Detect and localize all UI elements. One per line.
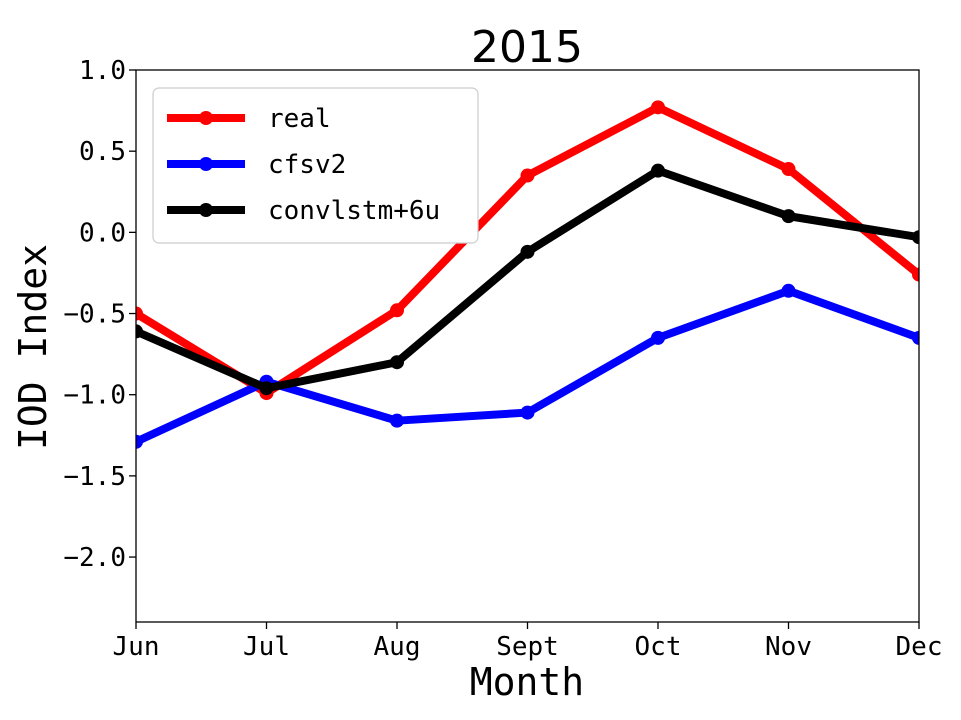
x-axis-label: Month xyxy=(470,660,584,704)
x-tick-label: Dec xyxy=(896,632,943,662)
data-point xyxy=(390,303,404,318)
data-point xyxy=(781,162,796,177)
data-point xyxy=(912,267,919,282)
data-point xyxy=(520,405,535,420)
y-tick-label: −2.0 xyxy=(63,543,126,573)
x-tick-label: Sept xyxy=(496,632,559,662)
y-tick-label: 0.0 xyxy=(79,218,126,248)
legend-marker xyxy=(199,203,213,217)
y-axis-label: IOD Index xyxy=(11,244,55,450)
data-point xyxy=(136,434,143,449)
x-tick-label: Jun xyxy=(113,632,160,662)
series-group xyxy=(136,100,919,449)
data-point xyxy=(651,100,665,115)
data-point xyxy=(390,413,404,428)
data-point xyxy=(259,381,274,396)
legend-label: convlstm+6u xyxy=(268,196,440,226)
data-point xyxy=(912,330,919,345)
data-point xyxy=(781,283,796,298)
data-point xyxy=(781,209,796,224)
y-tick-label: −0.5 xyxy=(63,300,126,330)
data-point xyxy=(136,324,143,339)
legend-marker xyxy=(199,157,213,171)
legend-marker xyxy=(199,111,213,125)
x-tick-label: Jul xyxy=(243,632,290,662)
data-point xyxy=(520,168,535,183)
axis-ticks: 1.0 0.5 0.0 −0.5 −1.0 −1.5 −2.0 Jun Jul Aug Sept Oc… xyxy=(63,56,942,662)
plot-frame xyxy=(135,69,920,623)
y-tick-label: 0.5 xyxy=(79,137,126,167)
legend-label: cfsv2 xyxy=(268,150,346,180)
x-tick-label: Oct xyxy=(635,632,682,662)
x-tick-label: Aug xyxy=(374,632,421,662)
data-point xyxy=(651,163,665,178)
y-tick-label: 1.0 xyxy=(79,56,126,86)
y-tick-label: −1.0 xyxy=(63,381,126,411)
data-point xyxy=(520,244,535,259)
plot-area xyxy=(136,100,919,449)
chart-title: 2015 xyxy=(471,22,583,73)
legend: real cfsv2 convlstm+6u xyxy=(152,87,479,244)
data-point xyxy=(390,355,404,370)
legend-box xyxy=(152,87,479,244)
data-point xyxy=(651,330,665,345)
data-point xyxy=(136,306,143,321)
x-tick-label: Nov xyxy=(765,632,812,662)
y-tick-label: −1.5 xyxy=(63,462,126,492)
data-point xyxy=(912,230,919,245)
legend-label: real xyxy=(268,104,331,134)
